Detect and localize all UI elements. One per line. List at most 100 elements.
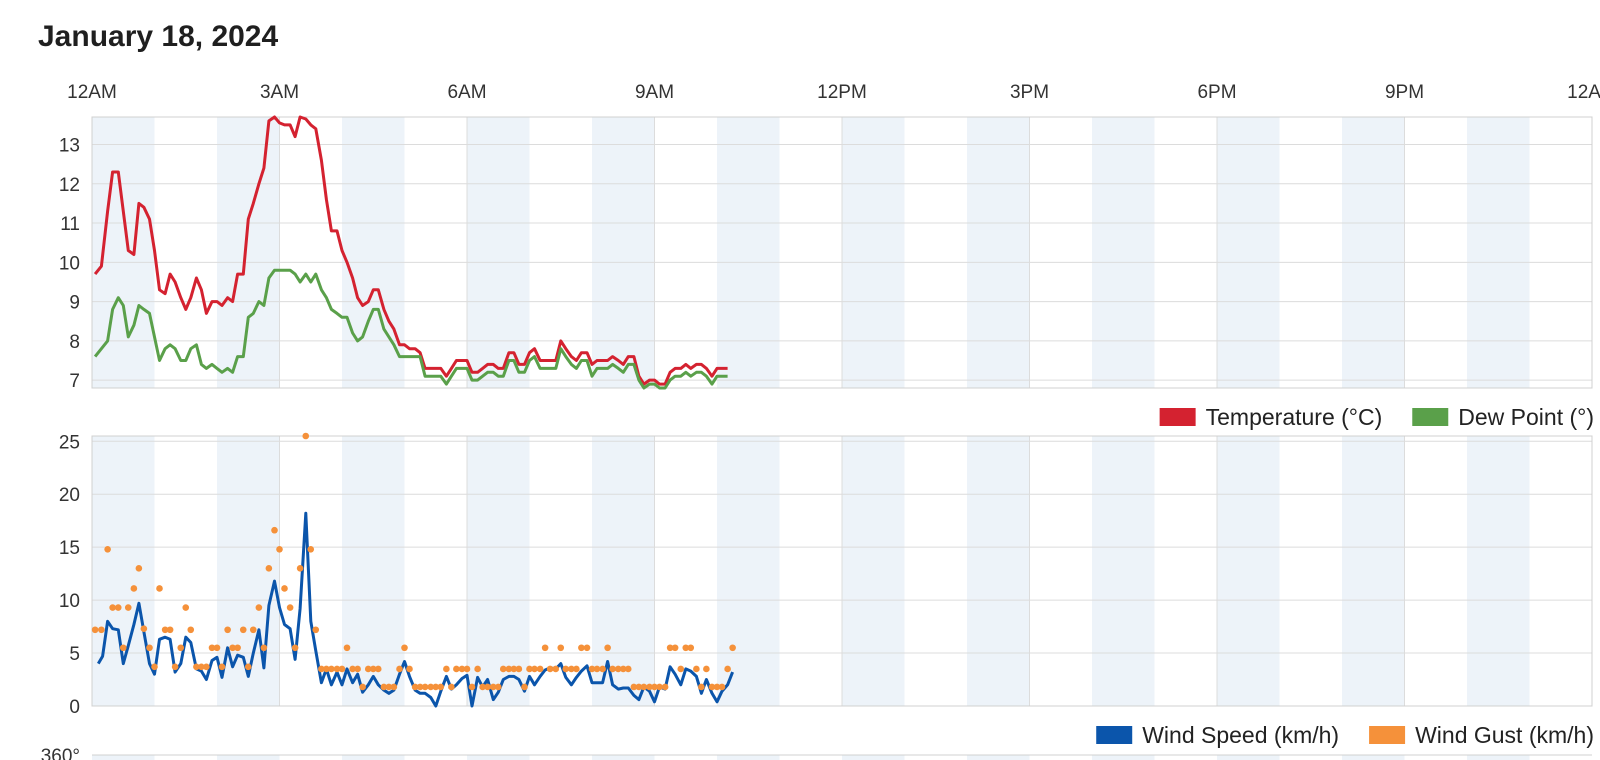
- wind-gust-point: [249, 626, 257, 634]
- page-title: January 18, 2024: [38, 20, 279, 53]
- wind-gust-point: [213, 644, 221, 652]
- wind-gust-point: [499, 665, 507, 673]
- hour-band: [1092, 436, 1155, 706]
- wind-gust-point: [546, 665, 554, 673]
- hour-band: [842, 436, 905, 706]
- hour-band: [717, 755, 780, 760]
- x-tick-label: 6PM: [1197, 82, 1236, 103]
- hour-band: [467, 436, 530, 706]
- temperature-chart: 7 8 9 10 11 12 13: [59, 115, 1593, 392]
- wind-gust-point: [364, 665, 372, 673]
- legend-swatch: [1096, 726, 1133, 744]
- y-tick-label: 15: [59, 538, 80, 559]
- wind-gust-point: [599, 665, 606, 673]
- wind-gust-point: [604, 644, 611, 652]
- wind-gust-point: [609, 665, 616, 673]
- hour-band: [1342, 436, 1405, 706]
- wind-gust-point: [630, 683, 638, 691]
- hour-band: [342, 436, 405, 706]
- wind-gust-point: [646, 683, 653, 691]
- x-tick-label: 9PM: [1385, 82, 1424, 103]
- wind-gust-point: [166, 626, 174, 634]
- hour-band: [967, 436, 1030, 706]
- wind-gust-point: [318, 665, 325, 673]
- wind-gust-point: [624, 665, 632, 673]
- hour-band: [1217, 755, 1280, 760]
- y-tick-label: 8: [69, 332, 80, 353]
- hour-band: [342, 755, 405, 760]
- wind-gust-point: [156, 585, 163, 592]
- wind-gust-point: [448, 683, 455, 691]
- hour-band: [92, 436, 155, 706]
- wind-gust-point: [443, 665, 450, 673]
- wind-gust-point: [651, 683, 658, 691]
- wind-gust-point: [177, 644, 185, 652]
- wind-gust-point: [687, 644, 695, 652]
- hour-band: [1092, 117, 1155, 388]
- wind-gust-point: [458, 665, 466, 673]
- wind-gust-point: [510, 665, 518, 673]
- wind-gust-point: [489, 683, 497, 691]
- wind-gust-point: [98, 626, 105, 634]
- hour-band: [592, 755, 655, 760]
- wind-gust-point: [552, 665, 560, 673]
- wind-gust-point: [474, 665, 481, 673]
- x-axis-labels: 12AM 3AM 6AM 9AM 12PM 3PM 6PM 9PM 12AM: [67, 82, 1600, 103]
- temperature-legend: Dew Point (°) Temperature (°C): [1159, 404, 1594, 430]
- wind-gust-point: [463, 665, 471, 673]
- y-tick-label: 11: [60, 214, 80, 235]
- wind-gust-point: [541, 644, 549, 652]
- y-tick-label: 10: [59, 253, 80, 274]
- wind-gust-point: [114, 604, 122, 611]
- plot-frame: [91, 435, 1593, 707]
- wind-gust-point: [239, 626, 247, 634]
- wind-gust-point: [427, 683, 435, 691]
- wind-gust-point: [526, 665, 533, 673]
- wind-gust-point: [635, 683, 643, 691]
- legend-label: Temperature (°C): [1206, 404, 1383, 430]
- wind-gust-point: [130, 585, 138, 592]
- wind-gust-point: [281, 585, 288, 592]
- wind-gust-point: [328, 665, 335, 673]
- hour-band: [592, 436, 655, 706]
- wind-gust-point: [494, 683, 502, 691]
- wind-gust-point: [380, 683, 388, 691]
- hour-band: [967, 117, 1030, 388]
- legend-label: Dew Point (°): [1458, 404, 1594, 430]
- wind-gust-point: [693, 665, 700, 673]
- wind-gust-point: [255, 604, 263, 611]
- wind-gust-point: [119, 644, 127, 652]
- wind-gust-point: [396, 665, 403, 673]
- wind-gust-point: [484, 683, 491, 691]
- wind-gust-point: [354, 665, 361, 673]
- wind-gust-point: [234, 644, 241, 652]
- wind-gust-point: [671, 644, 679, 652]
- wind-gust-point: [291, 644, 299, 652]
- hour-band: [842, 117, 905, 388]
- wind-gust-point: [505, 665, 513, 673]
- wind-gust-point: [359, 683, 366, 691]
- wind-gust-point: [521, 683, 528, 691]
- hour-band: [1342, 755, 1405, 760]
- hour-band: [1467, 117, 1530, 388]
- wind-gust-point: [562, 665, 570, 673]
- x-tick-label: 9AM: [635, 82, 674, 103]
- hour-band: [717, 436, 780, 706]
- hour-band: [592, 117, 655, 388]
- wind-gust-point: [296, 565, 304, 572]
- wind-gust-point: [338, 665, 346, 673]
- wind-gust-point: [421, 683, 429, 691]
- wind-gust-point: [146, 644, 153, 652]
- wind-gust-point: [302, 432, 310, 440]
- wind-gust-point: [656, 683, 663, 691]
- wind-gust-point: [224, 626, 231, 634]
- x-tick-label: 12PM: [817, 82, 867, 103]
- wind-gust-point: [343, 644, 351, 652]
- wind-gust-point: [661, 683, 669, 691]
- wind-chart: 0 5 10 15 20 25: [59, 432, 1593, 718]
- x-tick-label: 3AM: [260, 82, 299, 103]
- wind-gust-point: [271, 526, 278, 534]
- y-tick-label: 12: [59, 175, 80, 196]
- wind-gust-point: [531, 665, 538, 673]
- wind-gust-point: [124, 604, 132, 611]
